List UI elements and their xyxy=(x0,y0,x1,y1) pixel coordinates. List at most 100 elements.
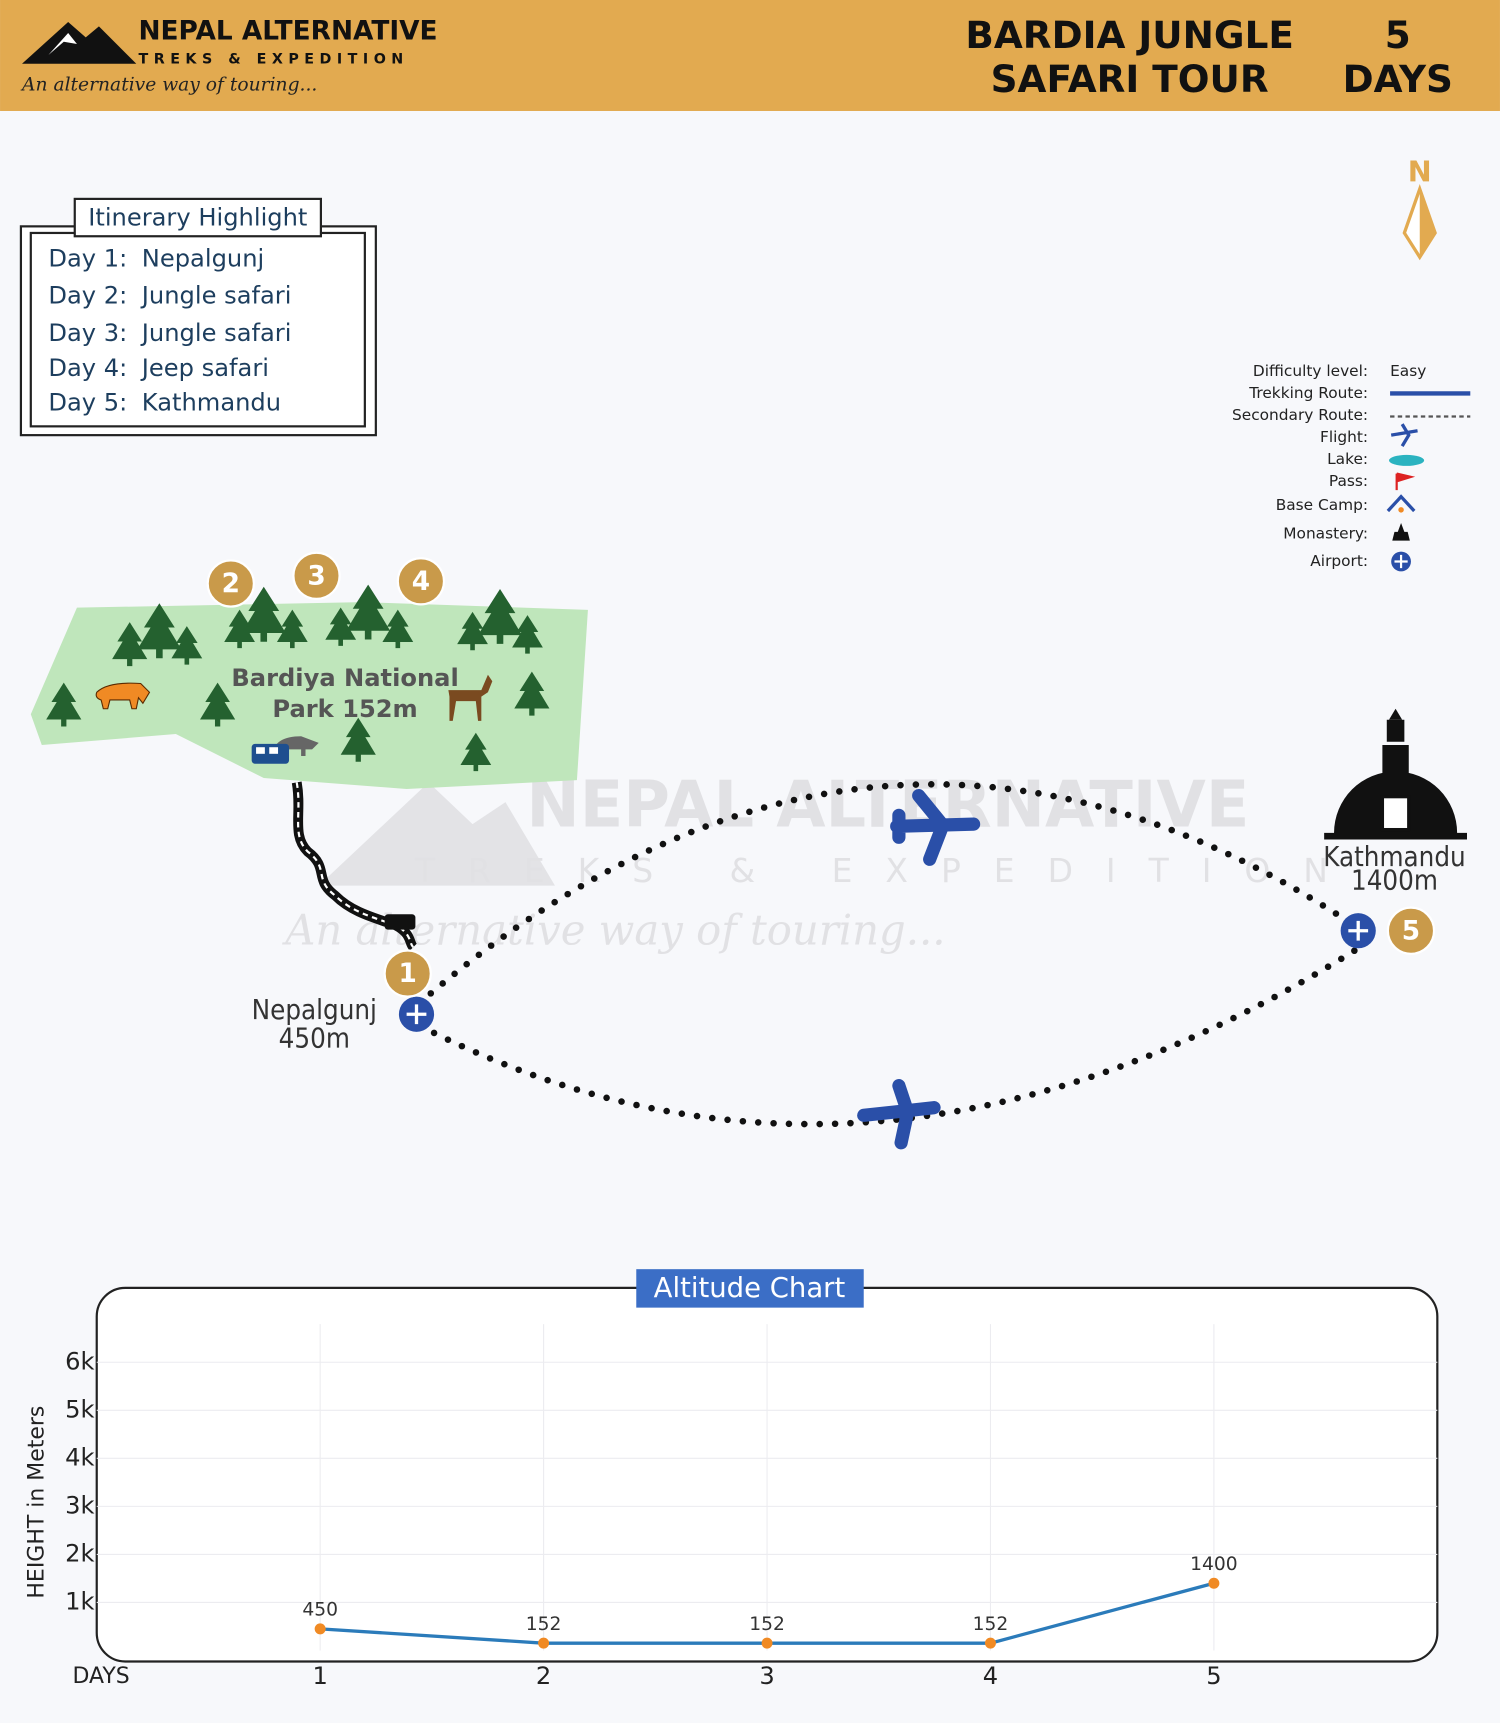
day-marker-label: 2 xyxy=(222,569,240,599)
tree xyxy=(514,671,550,716)
flight-route xyxy=(427,781,1351,997)
x-tick-label: 3 xyxy=(759,1662,774,1690)
legend-basecamp-icon xyxy=(1386,494,1416,513)
watermark-brand: NEPAL ALTERNATIVE xyxy=(526,768,1249,842)
place-label: 450m xyxy=(279,1024,350,1055)
legend-airport-glyph xyxy=(1394,554,1408,569)
legend-label: Pass: xyxy=(1329,472,1368,490)
airport-glyph xyxy=(1348,920,1369,941)
legend-monastery-icon xyxy=(1392,523,1410,541)
day-marker-label: 3 xyxy=(307,561,325,591)
jeep-window xyxy=(269,747,279,754)
tree xyxy=(112,622,148,667)
rhino xyxy=(272,736,319,757)
value-label: 152 xyxy=(749,1614,785,1635)
day-marker xyxy=(206,559,255,608)
tree xyxy=(46,682,82,727)
legend-label: Lake: xyxy=(1327,450,1368,468)
value-label: 450 xyxy=(302,1600,338,1621)
legend-label: Airport: xyxy=(1310,552,1368,570)
airport-glyph xyxy=(406,1004,427,1025)
altitude-point xyxy=(984,1637,996,1649)
legend-pass-icon xyxy=(1395,472,1416,491)
legend-label: Flight: xyxy=(1320,428,1368,446)
y-tick-label: 3k xyxy=(65,1491,94,1519)
day-marker-label: 4 xyxy=(412,567,430,597)
road-jeep xyxy=(384,914,416,930)
duration: 5 xyxy=(1385,13,1411,57)
value-label: 152 xyxy=(526,1614,562,1635)
title-line: BARDIA JUNGLE xyxy=(965,13,1293,57)
y-tick-label: 1k xyxy=(65,1587,94,1615)
day-marker xyxy=(292,551,341,600)
altitude-point xyxy=(1208,1577,1220,1589)
altitude-point xyxy=(314,1623,326,1635)
tree xyxy=(200,682,236,727)
itinerary-day: Day 4: xyxy=(48,354,127,382)
legend-value: Easy xyxy=(1390,362,1426,380)
y-tick-label: 4k xyxy=(65,1443,94,1471)
place-label: Kathmandu xyxy=(1323,842,1465,873)
itinerary-place: Nepalgunj xyxy=(142,244,264,272)
tree xyxy=(460,732,492,772)
legend-label: Trekking Route: xyxy=(1248,384,1368,402)
tree xyxy=(325,607,357,646)
tree xyxy=(478,588,522,644)
plane xyxy=(890,788,981,866)
compass-n: N xyxy=(1408,155,1432,189)
itinerary-day: Day 3: xyxy=(48,319,127,347)
x-tick-label: 4 xyxy=(983,1662,998,1690)
jeep-road-center xyxy=(295,782,415,948)
header-bar xyxy=(0,0,1500,111)
tree xyxy=(382,609,414,649)
itinerary-place: Jungle safari xyxy=(140,319,292,347)
place-label: 1400m xyxy=(1351,865,1438,896)
tree xyxy=(276,609,308,649)
watermark-sub: TREKS & EXPEDITION xyxy=(414,851,1361,890)
y-tick-label: 2k xyxy=(65,1539,94,1567)
tree xyxy=(457,611,488,651)
plane xyxy=(857,1079,941,1150)
itinerary-place: Jungle safari xyxy=(140,282,292,310)
value-label: 1400 xyxy=(1190,1554,1238,1575)
x-tick-label: 1 xyxy=(312,1662,327,1690)
tiger xyxy=(95,682,151,710)
place-label: Nepalgunj xyxy=(252,995,377,1026)
title-line: SAFARI TOUR xyxy=(991,57,1269,101)
tree xyxy=(224,609,255,649)
altitude-point xyxy=(538,1637,550,1649)
compass-needle-half xyxy=(1419,189,1436,258)
altitude-point xyxy=(761,1637,773,1649)
jeep-window xyxy=(256,747,265,754)
logo-mountain xyxy=(22,21,137,64)
itinerary-day: Day 1: xyxy=(48,244,127,272)
legend-label: Secondary Route: xyxy=(1232,406,1368,424)
itinerary-day: Day 2: xyxy=(48,282,127,310)
tree xyxy=(137,603,182,659)
chart-title-box xyxy=(636,1269,864,1308)
itinerary-day: Day 5: xyxy=(48,388,127,416)
logo-snow xyxy=(48,32,77,55)
stupa xyxy=(1324,719,1468,840)
stupa-door xyxy=(1380,795,1411,832)
duration: DAYS xyxy=(1343,57,1453,101)
watermark-mountain xyxy=(318,782,555,886)
chart-title: Altitude Chart xyxy=(654,1273,846,1304)
tree xyxy=(241,586,286,642)
watermark-tagline: An alternative way of touring... xyxy=(281,906,945,955)
itinerary-title-box xyxy=(73,197,322,238)
itinerary-place: Jeep safari xyxy=(140,354,269,382)
itinerary-place: Kathmandu xyxy=(142,388,281,416)
brand-sub: TREKS & EXPEDITION xyxy=(138,51,408,67)
park-label: Bardiya National xyxy=(231,664,458,692)
stupa-tip xyxy=(1388,708,1403,720)
y-tick-label: 6k xyxy=(65,1347,94,1375)
tree xyxy=(171,626,203,665)
park-label: Park 152m xyxy=(272,695,417,723)
tree xyxy=(340,717,376,762)
legend-label: Difficulty level: xyxy=(1253,362,1368,380)
day-marker xyxy=(383,949,432,998)
tree xyxy=(512,615,543,654)
